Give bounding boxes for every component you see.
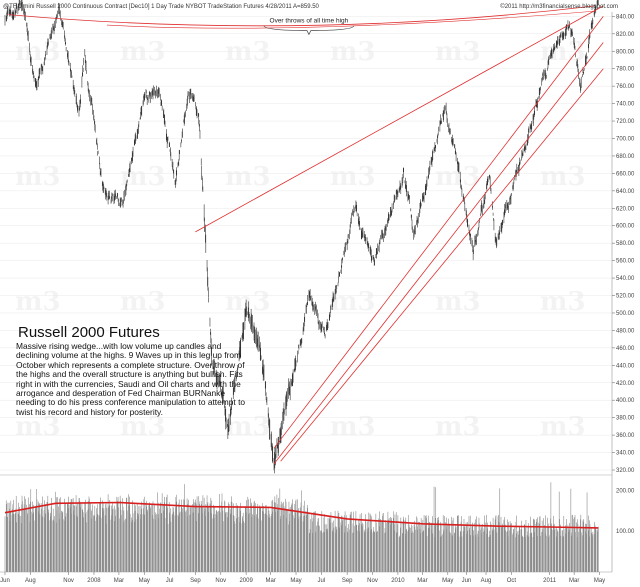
date-axis: Jun Aug Nov 2008 Mar May Jul Sep Nov 2009 Mar May Ju… xyxy=(0,571,612,584)
watermark-glyph: m3 xyxy=(120,37,166,67)
price-tick-label: 500.00 xyxy=(616,311,635,317)
date-tick-label: Jul xyxy=(318,578,326,584)
watermark-glyph: m3 xyxy=(540,287,586,317)
trendline xyxy=(195,5,604,233)
date-tick-label: May xyxy=(442,578,453,584)
watermark-glyph: m3 xyxy=(225,162,271,192)
watermark-glyph: m3 xyxy=(540,37,586,67)
price-tick-label: 440.00 xyxy=(616,363,635,369)
annotation-brace xyxy=(263,25,355,36)
price-tick-label: 560.00 xyxy=(616,259,635,265)
price-tick-label: 340.00 xyxy=(616,451,635,457)
watermark-glyph: m3 xyxy=(330,37,376,67)
date-tick-label: 2008 xyxy=(87,578,101,584)
price-tick-label: 620.00 xyxy=(616,206,635,212)
price-tick-label: 820.00 xyxy=(616,32,635,38)
wedge-trendlines xyxy=(8,5,604,465)
date-tick-label: 2011 xyxy=(543,578,557,584)
watermark-glyph: m3 xyxy=(435,412,481,442)
date-tick-label: Aug xyxy=(25,578,36,584)
chart-header: @TF.D mini Russell 2000 Continuous Contr… xyxy=(3,4,320,10)
watermark-glyph: m3 xyxy=(15,162,61,192)
price-tick-label: 760.00 xyxy=(616,84,635,90)
trendline xyxy=(280,68,604,462)
date-tick-label: Sep xyxy=(342,578,353,584)
watermark-glyph: m3 xyxy=(540,412,586,442)
date-tick-label: Mar xyxy=(417,578,427,584)
price-tick-label: 600.00 xyxy=(616,224,635,230)
date-tick-label: Nov xyxy=(215,578,226,584)
price-tick-label: 840.00 xyxy=(616,14,635,20)
price-tick-label: 420.00 xyxy=(616,381,635,387)
volume-tick-label: 200.00 xyxy=(616,488,635,494)
price-tick-label: 640.00 xyxy=(616,189,635,195)
watermark-glyph: m3 xyxy=(540,162,586,192)
watermark-glyph: m3 xyxy=(15,412,61,442)
watermark-glyph: m3 xyxy=(225,37,271,67)
date-tick-label: May xyxy=(139,578,150,584)
date-tick-label: Jun xyxy=(462,578,472,584)
all-time-high-arc xyxy=(8,5,596,27)
date-tick-label: Jun xyxy=(0,578,10,584)
date-tick-label: May xyxy=(594,578,605,584)
date-tick-label: Nov xyxy=(63,578,74,584)
date-tick-label: Oct xyxy=(507,578,517,584)
price-tick-label: 720.00 xyxy=(616,119,635,125)
watermark-glyph: m3 xyxy=(225,412,271,442)
watermark-glyph: m3 xyxy=(330,162,376,192)
date-tick-label: 2010 xyxy=(391,578,405,584)
price-tick-label: 360.00 xyxy=(616,433,635,439)
watermark-glyph: m3 xyxy=(15,37,61,67)
watermark-glyph: m3 xyxy=(120,287,166,317)
trendline xyxy=(273,42,604,465)
price-tick-label: 580.00 xyxy=(616,241,635,247)
date-tick-label: Jul xyxy=(166,578,174,584)
price-axis: 320.00 340.00 360.00 380.00 400.00 420.00 440.… xyxy=(611,12,635,572)
price-tick-label: 800.00 xyxy=(616,49,635,55)
price-tick-label: 400.00 xyxy=(616,398,635,404)
trendline xyxy=(273,16,604,449)
date-tick-label: Mar xyxy=(569,578,579,584)
watermark-glyph: m3 xyxy=(435,287,481,317)
price-tick-label: 780.00 xyxy=(616,67,635,73)
date-tick-label: Mar xyxy=(114,578,124,584)
chart-commentary: Massive rising wedge...with low volume u… xyxy=(16,341,246,417)
watermark-glyph: m3 xyxy=(120,162,166,192)
price-tick-label: 660.00 xyxy=(616,171,635,177)
annotation-label: Over throws of all time high xyxy=(270,17,349,24)
all-time-high-arc xyxy=(106,10,595,29)
watermark-glyph: m3 xyxy=(330,412,376,442)
watermark-glyph: m3 xyxy=(15,287,61,317)
date-tick-label: Sep xyxy=(190,578,201,584)
price-tick-label: 740.00 xyxy=(616,102,635,108)
price-tick-label: 520.00 xyxy=(616,294,635,300)
volume-moving-average-line xyxy=(4,501,599,529)
price-tick-label: 380.00 xyxy=(616,416,635,422)
date-tick-label: Aug xyxy=(481,578,492,584)
watermark-glyph: m3 xyxy=(330,287,376,317)
price-tick-label: 680.00 xyxy=(616,154,635,160)
price-tick-label: 320.00 xyxy=(616,468,635,474)
chart-title: Russell 2000 Futures xyxy=(18,324,160,341)
date-tick-label: 2009 xyxy=(239,578,253,584)
price-tick-label: 480.00 xyxy=(616,328,635,334)
watermark-glyph: m3 xyxy=(435,37,481,67)
date-tick-label: Nov xyxy=(367,578,378,584)
price-tick-label: 460.00 xyxy=(616,346,635,352)
date-tick-label: Mar xyxy=(265,578,275,584)
chart-copyright: ©2011 http://m3financialsense.blogspot.c… xyxy=(500,3,618,10)
watermark-glyph: m3 xyxy=(120,412,166,442)
volume-tick-label: 100.00 xyxy=(616,529,635,535)
price-tick-label: 700.00 xyxy=(616,136,635,142)
watermark-tiles: m3 m3 m3 m3 m3 m3 m3 m3 m3 m3 m3 m3 m3 m3 m3 m3 m3 m3 m3 m3… xyxy=(15,37,586,442)
volume-axis: 100.00 200.00 xyxy=(616,488,635,535)
price-tick-label: 540.00 xyxy=(616,276,635,282)
date-tick-label: May xyxy=(290,578,301,584)
volume-bars xyxy=(4,482,599,572)
